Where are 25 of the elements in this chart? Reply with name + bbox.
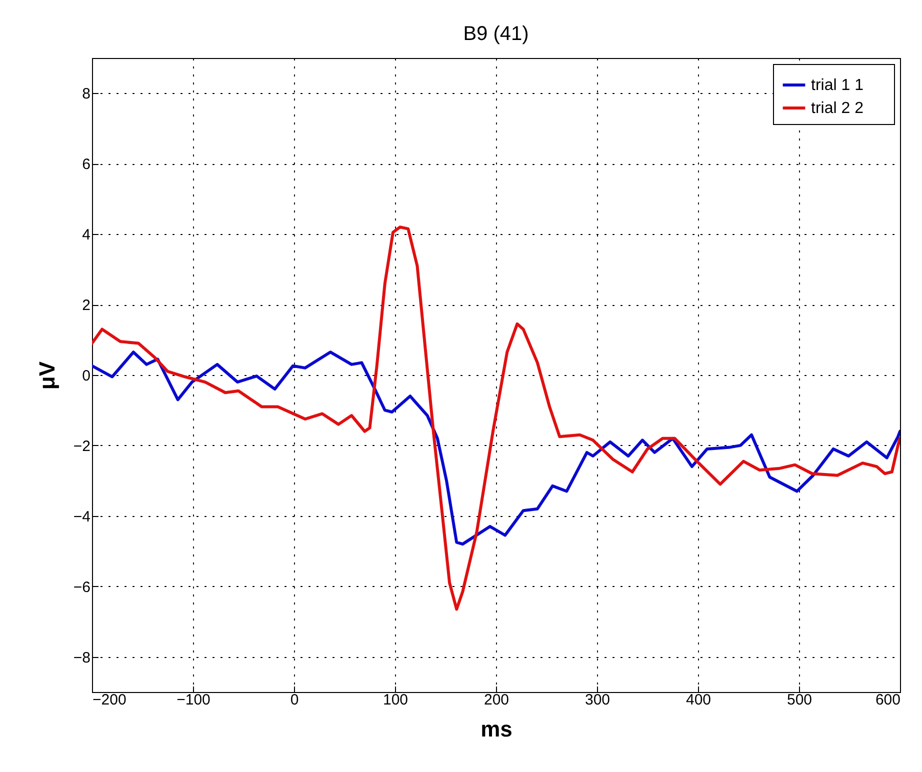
- x-tick-label: 0: [290, 692, 299, 708]
- y-tick-label: −2: [73, 438, 90, 455]
- x-tick-label: 200: [484, 692, 510, 708]
- legend-label: trial 2 2: [811, 100, 864, 117]
- y-axis-title: μV: [34, 361, 60, 390]
- legend-label: trial 1 1: [811, 77, 864, 94]
- y-tick-label: 6: [82, 156, 90, 174]
- y-tick-label: 2: [82, 297, 90, 314]
- line-series: [92, 350, 900, 546]
- y-tick-label: 4: [82, 226, 90, 244]
- x-tick-label: 100: [382, 692, 408, 708]
- x-tick-label: 500: [786, 692, 812, 708]
- y-tick-label: 8: [82, 86, 90, 103]
- x-tick-label: −100: [176, 692, 210, 708]
- y-tick-label: −8: [73, 649, 90, 666]
- chart-title: B9 (41): [463, 23, 529, 45]
- x-tick-label: −200: [92, 692, 126, 708]
- x-axis-title: ms: [480, 716, 512, 742]
- x-tick-label: 400: [686, 692, 712, 708]
- y-tick-label: −4: [73, 508, 90, 526]
- x-tick-label: 300: [584, 692, 610, 708]
- y-tick-label: −6: [73, 578, 90, 596]
- line-series: [92, 226, 900, 611]
- y-tick-label: 0: [82, 368, 90, 384]
- x-tick-label: 600: [875, 692, 900, 708]
